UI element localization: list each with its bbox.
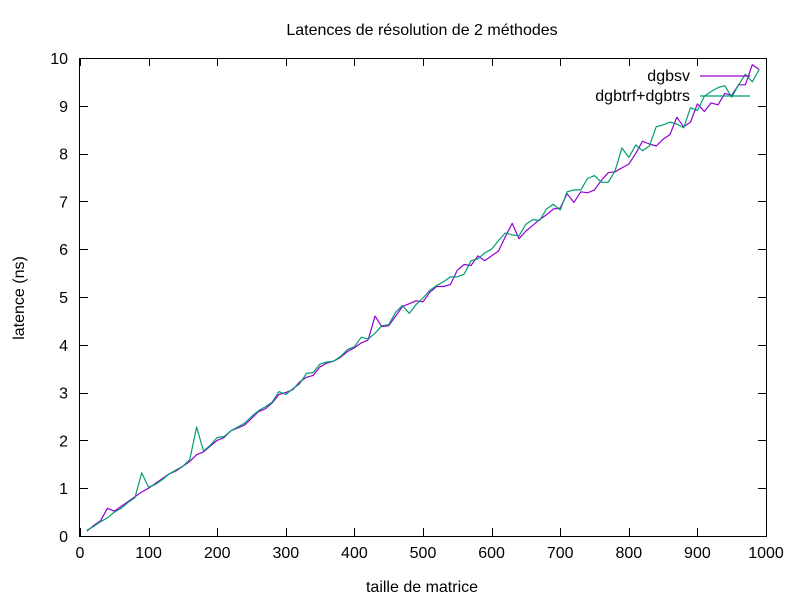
- y-tick-label: 2: [59, 433, 68, 450]
- y-tick-label: 7: [59, 194, 68, 211]
- x-tick-label: 1000: [748, 545, 784, 562]
- y-tick-label: 8: [59, 147, 68, 164]
- x-tick-label: 0: [76, 545, 85, 562]
- chart-title: Latences de résolution de 2 méthodes: [286, 22, 557, 39]
- y-tick-label: 6: [59, 242, 68, 259]
- x-tick-label: 400: [341, 545, 368, 562]
- x-tick-label: 700: [547, 545, 574, 562]
- axis-ticks: 0 100 200 300 400 500 600 700 800 900 1000 0 1 2 3 4 5 6 7…: [50, 51, 784, 562]
- y-tick-label: 3: [59, 386, 68, 403]
- x-tick-label: 500: [410, 545, 437, 562]
- x-tick-label: 100: [135, 545, 162, 562]
- series-line-dgbsv: [86, 64, 760, 532]
- series-line-dgbtrf-dgbtrs: [86, 69, 760, 531]
- x-axis-label: taille de matrice: [366, 579, 478, 596]
- y-axis-label: latence (ns): [11, 256, 28, 340]
- legend-label-dgbtrf-dgbtrs: dgbtrf+dgbtrs: [595, 88, 690, 105]
- y-tick-label: 1: [59, 481, 68, 498]
- y-tick-label: 10: [50, 51, 68, 68]
- y-tick-label: 9: [59, 99, 68, 116]
- legend-label-dgbsv: dgbsv: [647, 68, 690, 85]
- series-layer: [86, 64, 760, 532]
- x-tick-label: 900: [684, 545, 711, 562]
- x-tick-label: 800: [615, 545, 642, 562]
- y-tick-label: 5: [59, 290, 68, 307]
- legend: dgbsv dgbtrf+dgbtrs: [595, 68, 750, 105]
- y-tick-label: 0: [59, 529, 68, 546]
- y-tick-label: 4: [59, 338, 68, 355]
- x-tick-label: 300: [272, 545, 299, 562]
- x-tick-label: 200: [204, 545, 231, 562]
- x-tick-label: 600: [478, 545, 505, 562]
